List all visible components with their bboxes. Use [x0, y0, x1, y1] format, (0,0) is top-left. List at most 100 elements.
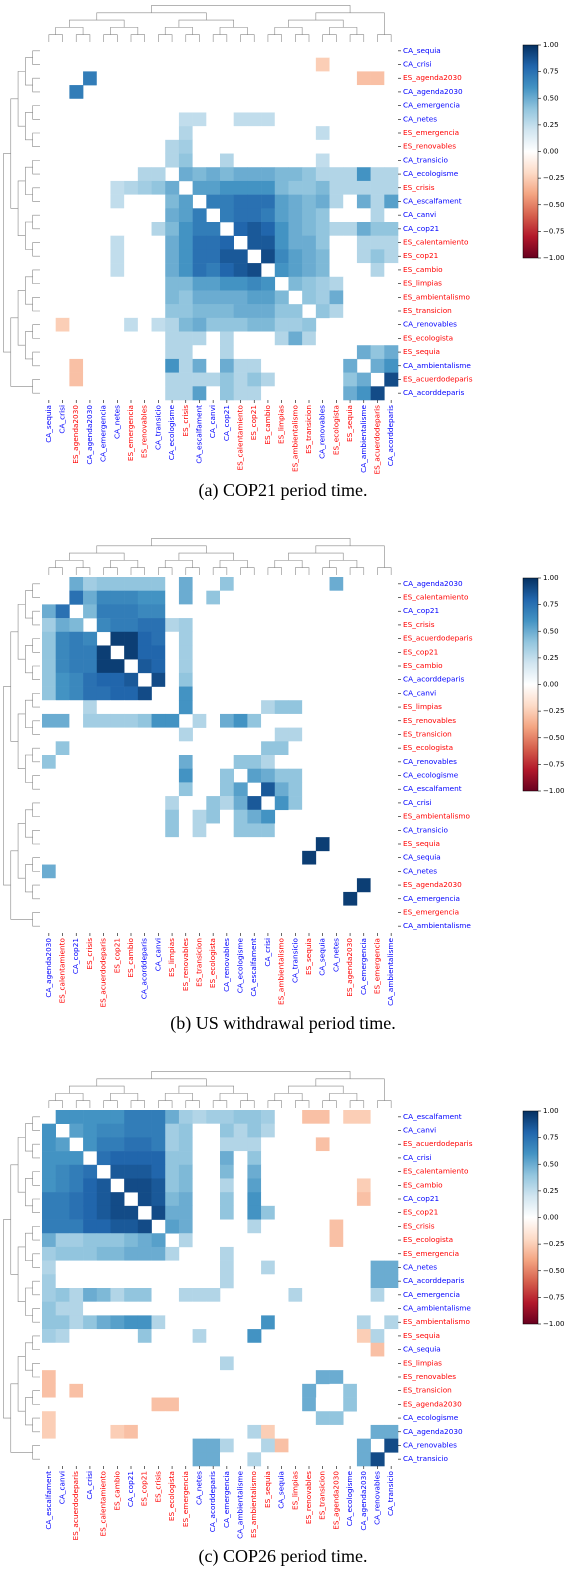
- heatmap-cell: [69, 1383, 84, 1398]
- heatmap-cell: [55, 71, 70, 86]
- heatmap-cell: [261, 1205, 276, 1220]
- heatmap-cell: [274, 1315, 289, 1330]
- heatmap-cell: [302, 139, 317, 154]
- heatmap-cell: [247, 809, 262, 824]
- heatmap-cell: [165, 618, 180, 633]
- heatmap-cell: [137, 235, 152, 250]
- heatmap-cell: [288, 358, 303, 373]
- heatmap-cell: [137, 1356, 152, 1371]
- heatmap-cell: [356, 1452, 371, 1467]
- heatmap-cell: [329, 1315, 344, 1330]
- heatmap-cell: [315, 1301, 330, 1316]
- heatmap-cell: [274, 222, 289, 236]
- heatmap-cell: [233, 85, 248, 100]
- heatmap-cell: [165, 1123, 180, 1138]
- heatmap-cell: [370, 263, 385, 278]
- heatmap-cell: [288, 167, 303, 182]
- heatmap-cell: [302, 796, 317, 811]
- heatmap-cell: [96, 577, 111, 591]
- heatmap-cell: [356, 71, 371, 86]
- heatmap-cell: [343, 1246, 358, 1261]
- heatmap-cell: [356, 905, 371, 920]
- heatmap-cell: [96, 700, 111, 715]
- heatmap-cell: [96, 167, 111, 182]
- heatmap-cell: [137, 1192, 152, 1207]
- heatmap-cell: [110, 1411, 125, 1426]
- heatmap-cell: [192, 782, 207, 797]
- row-label: ES_acuerdodeparis: [403, 374, 473, 383]
- heatmap-cell: [343, 304, 358, 319]
- heatmap-cell: [220, 604, 234, 619]
- heatmap-cell: [96, 713, 111, 728]
- heatmap-cell: [42, 1192, 56, 1207]
- heatmap-cell: [192, 891, 207, 906]
- heatmap-cell: [384, 1370, 399, 1385]
- heatmap-cell: [83, 837, 98, 852]
- heatmap-cell: [110, 1424, 125, 1439]
- heatmap-cell: [384, 1192, 399, 1207]
- heatmap-cell: [356, 317, 371, 332]
- dendrogram-branch: [349, 34, 365, 42]
- heatmap-cell: [261, 864, 276, 879]
- heatmap-cell: [220, 919, 234, 934]
- heatmap-cell: [110, 57, 125, 72]
- heatmap-cell: [220, 590, 234, 605]
- heatmap-cell: [151, 1315, 166, 1330]
- heatmap-panel: CA_agenda2030CA_agenda2030ES_calentamien…: [3, 538, 564, 1034]
- heatmap-cell: [96, 263, 111, 278]
- heatmap-cell: [274, 167, 289, 182]
- col-label: CA_canvi: [58, 1471, 67, 1504]
- dendrogram-branch: [349, 567, 365, 575]
- heatmap-cell: [343, 358, 358, 373]
- heatmap-cell: [288, 686, 303, 701]
- heatmap-cell: [356, 112, 371, 127]
- heatmap-cell: [343, 577, 358, 591]
- heatmap-cell: [137, 659, 152, 674]
- heatmap-cell: [55, 686, 70, 701]
- heatmap-cell: [247, 1233, 262, 1248]
- heatmap-cell: [233, 112, 248, 127]
- heatmap-cell: [288, 700, 303, 715]
- heatmap-cell: [42, 590, 56, 605]
- heatmap-cell: [83, 905, 98, 920]
- heatmap-cell: [288, 672, 303, 687]
- dendrogram-branch: [315, 12, 385, 35]
- heatmap-cell: [233, 713, 248, 728]
- heatmap-cell: [96, 645, 111, 660]
- heatmap-cell: [42, 700, 56, 715]
- heatmap-cell: [96, 44, 111, 58]
- col-label: ES_ambientalismo: [277, 937, 286, 1005]
- heatmap-cell: [247, 1260, 262, 1275]
- heatmap-cell: [69, 1356, 84, 1371]
- heatmap-cell: [165, 782, 180, 797]
- heatmap-cell: [343, 372, 358, 387]
- heatmap-cell: [137, 153, 152, 168]
- dendrogram-branch: [69, 1085, 125, 1094]
- heatmap-cell: [42, 372, 56, 387]
- heatmap-cell: [206, 1438, 221, 1453]
- dendrogram-branch: [274, 1093, 303, 1101]
- heatmap-cell: [233, 1233, 248, 1248]
- heatmap-cell: [247, 235, 262, 250]
- heatmap-cell: [274, 905, 289, 920]
- row-label: ES_cambio: [403, 265, 443, 274]
- heatmap-cell: [178, 345, 193, 360]
- heatmap-cell: [274, 1192, 289, 1207]
- heatmap-cell: [96, 864, 111, 879]
- heatmap-cell: [302, 1164, 317, 1179]
- heatmap-cell: [124, 358, 139, 373]
- heatmap-cell: [288, 727, 303, 742]
- heatmap-cell: [55, 1260, 70, 1275]
- heatmap-cell: [151, 700, 166, 715]
- heatmap-cell: [83, 727, 98, 742]
- heatmap-cell: [124, 850, 139, 865]
- heatmap-cell: [233, 57, 248, 72]
- heatmap-cell: [302, 222, 317, 236]
- dendrogram-branch: [32, 242, 40, 257]
- heatmap-cell: [124, 263, 139, 278]
- heatmap-cell: [233, 878, 248, 893]
- heatmap-cell: [69, 878, 84, 893]
- heatmap-cell: [55, 1397, 70, 1412]
- heatmap-cell: [165, 919, 180, 934]
- dendrogram-branch: [288, 552, 344, 561]
